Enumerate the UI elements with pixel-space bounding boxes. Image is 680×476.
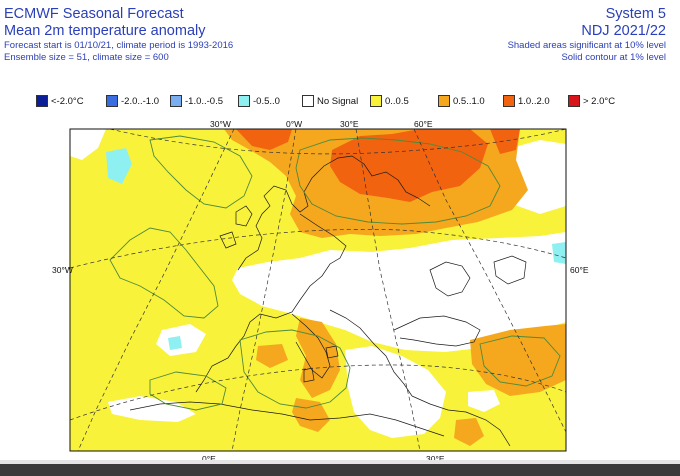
no-signal-zone [345, 346, 446, 438]
contour [149, 371, 227, 411]
anomaly-1.0-2.0-zone [330, 129, 488, 202]
coord-label-left: 30°W [52, 265, 73, 275]
coastlines [129, 155, 527, 447]
coastline [291, 313, 331, 379]
legend-swatch [106, 95, 118, 107]
legend-label: > 2.0°C [583, 95, 616, 107]
color-legend: <-2.0°C -2.0..-1.0 -1.0..-0.5 -0.5..0 No… [36, 94, 636, 108]
coord-label-bottom: 0°E [202, 454, 216, 464]
map-frame [69, 128, 567, 452]
legend-label: -2.0..-1.0 [121, 95, 160, 107]
parallel [109, 129, 566, 155]
legend-item: -1.0..-0.5 [170, 94, 223, 108]
significance-contours [109, 135, 561, 411]
anomaly-neg-0.5-0-zone [168, 336, 182, 350]
legend-swatch [238, 95, 250, 107]
chart-title: ECMWF Seasonal Forecast [4, 6, 184, 22]
legend-label: 0..0.5 [385, 95, 409, 107]
legend-item: No Signal [302, 94, 358, 108]
coastline [195, 213, 347, 393]
no-signal-zone [70, 129, 106, 160]
legend-swatch [36, 95, 48, 107]
contour-note: Solid contour at 1% level [561, 52, 666, 63]
legend-item: -2.0..-1.0 [106, 94, 159, 108]
coastline [429, 261, 471, 297]
coastline [219, 231, 237, 249]
no-signal-zone [156, 324, 206, 356]
legend-label: <-2.0°C [51, 95, 84, 107]
legend-swatch [503, 95, 515, 107]
period-label: NDJ 2021/22 [581, 23, 666, 39]
coastline [325, 345, 339, 359]
coastline [329, 309, 413, 397]
graticule [70, 129, 566, 451]
legend-swatch [170, 95, 182, 107]
legend-label: No Signal [317, 95, 359, 107]
shaded-note: Shaded areas significant at 10% level [507, 40, 666, 51]
parallel [70, 364, 566, 421]
coastline [129, 401, 445, 437]
legend-item: 0..0.5 [370, 94, 409, 108]
no-signal-zone [232, 232, 566, 352]
legend-label: -0.5..0 [253, 95, 280, 107]
no-signal-zone [108, 396, 196, 422]
legend-swatch [438, 95, 450, 107]
forecast-info: Forecast start is 01/10/21, climate peri… [4, 40, 234, 51]
meridian [413, 129, 566, 433]
bottom-bar [0, 464, 680, 476]
anomaly-1.0-2.0-zone [236, 129, 292, 150]
legend-item: -0.5..0 [238, 94, 280, 108]
contour [109, 227, 219, 319]
anomaly-0.5-1.0-zone [296, 318, 340, 398]
coastline [237, 155, 431, 271]
coastline [393, 315, 481, 347]
legend-label: -1.0..-0.5 [185, 95, 224, 107]
anomaly-0.5-1.0-zone [454, 418, 484, 446]
coastline [235, 205, 253, 227]
coord-label-top: 30°W [210, 119, 231, 129]
coord-label-top: 0°W [286, 119, 302, 129]
bottom-separator [0, 460, 680, 464]
legend-item: 1.0..2.0 [503, 94, 550, 108]
legend-swatch [302, 95, 314, 107]
anomaly-neg-0.5-0-zone [552, 242, 566, 264]
coastline [411, 395, 511, 447]
legend-label: 1.0..2.0 [518, 95, 550, 107]
contour [295, 137, 501, 225]
coord-label-bottom: 30°E [426, 454, 445, 464]
coord-label-right: 60°E [570, 265, 589, 275]
legend-item: <-2.0°C [36, 94, 84, 108]
chart-subtitle: Mean 2m temperature anomaly [4, 23, 206, 39]
ensemble-info: Ensemble size = 51, climate size = 600 [4, 52, 169, 63]
anomaly-0.5-1.0-zone [292, 398, 330, 432]
coord-label-top: 60°E [414, 119, 433, 129]
meridian [77, 129, 235, 451]
meridian [355, 129, 421, 451]
legend-item: 0.5..1.0 [438, 94, 485, 108]
parallel [70, 228, 566, 269]
anomaly-0.5-1.0-zone [256, 344, 288, 368]
coastline [493, 255, 527, 285]
header-left: ECMWF Seasonal Forecast Mean 2m temperat… [4, 6, 233, 64]
legend-label: 0.5..1.0 [453, 95, 485, 107]
header-right: System 5 NDJ 2021/22 Shaded areas signif… [508, 6, 666, 64]
legend-swatch [370, 95, 382, 107]
legend-item: > 2.0°C [568, 94, 615, 108]
anomaly-neg-0.5-0-zone [106, 148, 132, 184]
contour [239, 329, 351, 409]
contour [479, 335, 561, 387]
contour [149, 135, 253, 209]
system-label: System 5 [605, 6, 666, 22]
anomaly-1.0-2.0-zone [490, 129, 520, 154]
coord-label-top: 30°E [340, 119, 359, 129]
no-signal-zone [468, 390, 500, 412]
anomaly-0.5-1.0-zone [470, 324, 566, 396]
legend-swatch [568, 95, 580, 107]
